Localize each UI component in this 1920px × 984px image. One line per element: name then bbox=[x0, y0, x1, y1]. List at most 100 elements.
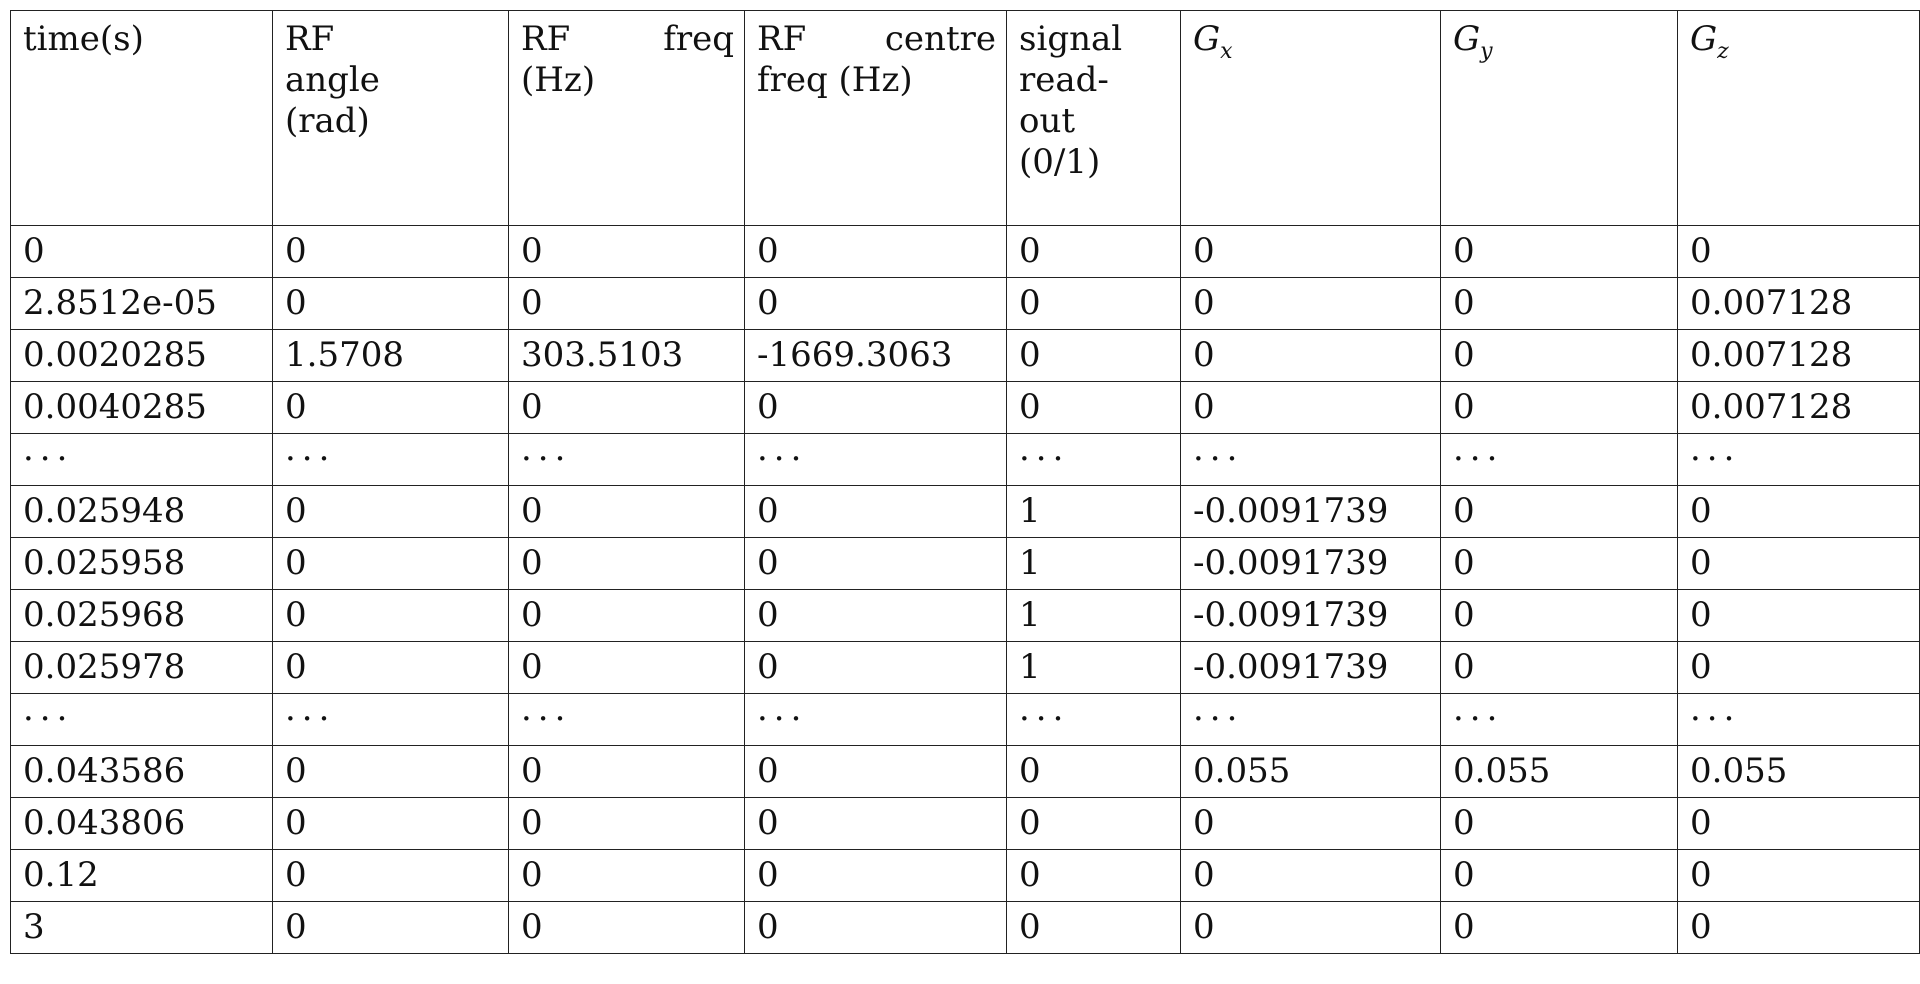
column-header-line: read- bbox=[1019, 60, 1109, 100]
table-cell: 1 bbox=[1006, 641, 1181, 694]
table-row: 0.025978 0 0 0 1 -0.0091739 0 0 bbox=[10, 641, 1920, 694]
table-cell: ··· bbox=[1006, 693, 1181, 746]
table-cell: 0 bbox=[272, 797, 509, 850]
column-header-line: RF bbox=[285, 19, 335, 59]
table-container: time(s) RF angle (rad) RF freq (Hz) RF centre fre… bbox=[10, 10, 1920, 954]
column-header-line: freq (Hz) bbox=[757, 60, 913, 100]
table-cell: 0 bbox=[272, 849, 509, 902]
table-cell: ··· bbox=[272, 433, 509, 486]
table-cell: 303.5103 bbox=[508, 329, 745, 382]
column-header-line: (0/1) bbox=[1019, 142, 1101, 182]
table-cell: 0 bbox=[272, 589, 509, 642]
table-cell: 0 bbox=[1440, 277, 1678, 330]
table-cell: 1.5708 bbox=[272, 329, 509, 382]
table-cell: 0 bbox=[744, 381, 1007, 434]
table-cell: 0 bbox=[1180, 225, 1441, 278]
table-cell: 1 bbox=[1006, 485, 1181, 538]
table-cell: 0 bbox=[272, 745, 509, 798]
header-row: time(s) RF angle (rad) RF freq (Hz) RF centre fre… bbox=[10, 10, 1920, 226]
column-header-math: Gx bbox=[1193, 19, 1233, 63]
table-row: 0.0040285 0 0 0 0 0 0 0.007128 bbox=[10, 381, 1920, 434]
table-cell: 0 bbox=[272, 485, 509, 538]
table-cell: -0.0091739 bbox=[1180, 641, 1441, 694]
table-cell: -0.0091739 bbox=[1180, 537, 1441, 590]
table-cell: 0 bbox=[508, 641, 745, 694]
gradient-axis: y bbox=[1480, 39, 1493, 64]
table-cell: 0 bbox=[1006, 381, 1181, 434]
table-row: 0.0020285 1.5708 303.5103 -1669.3063 0 0 0 0.00… bbox=[10, 329, 1920, 382]
table-row: ··· ··· ··· ··· ··· ··· ··· ··· bbox=[10, 693, 1920, 746]
table-cell: -0.0091739 bbox=[1180, 485, 1441, 538]
table-cell: 0 bbox=[1440, 901, 1678, 954]
column-header-math: Gy bbox=[1453, 19, 1493, 63]
table-row: 0.025948 0 0 0 1 -0.0091739 0 0 bbox=[10, 485, 1920, 538]
table-cell: 0 bbox=[744, 745, 1007, 798]
table-row: 0.043586 0 0 0 0 0.055 0.055 0.055 bbox=[10, 745, 1920, 798]
table-cell: ··· bbox=[508, 433, 745, 486]
table-cell: 0.025948 bbox=[10, 485, 273, 538]
table-cell: 0 bbox=[744, 277, 1007, 330]
table-cell: 0 bbox=[744, 901, 1007, 954]
table-cell: 3 bbox=[10, 901, 273, 954]
column-header: Gz bbox=[1677, 10, 1920, 226]
table-cell: 0 bbox=[508, 901, 745, 954]
table-cell: 0 bbox=[1440, 329, 1678, 382]
table-cell: 0.12 bbox=[10, 849, 273, 902]
gradient-symbol: G bbox=[1193, 19, 1221, 59]
table-cell: 0 bbox=[1180, 797, 1441, 850]
table-cell: ··· bbox=[1180, 693, 1441, 746]
gradient-axis: x bbox=[1220, 39, 1233, 64]
table-cell: 0.043806 bbox=[10, 797, 273, 850]
table-cell: 0 bbox=[1180, 329, 1441, 382]
table-cell: ··· bbox=[744, 693, 1007, 746]
table-cell: 0 bbox=[1440, 381, 1678, 434]
gradient-symbol: G bbox=[1453, 19, 1481, 59]
table-cell: 0 bbox=[1180, 901, 1441, 954]
table-cell: 0 bbox=[1677, 589, 1920, 642]
table-cell: ··· bbox=[744, 433, 1007, 486]
table-header: time(s) RF angle (rad) RF freq (Hz) RF centre fre… bbox=[10, 10, 1920, 226]
table-cell: 0.0020285 bbox=[10, 329, 273, 382]
table-cell: ··· bbox=[1677, 693, 1920, 746]
table-cell: 0 bbox=[1440, 797, 1678, 850]
table-cell: 0.007128 bbox=[1677, 381, 1920, 434]
table-cell: ··· bbox=[272, 693, 509, 746]
table-cell: 0 bbox=[1440, 589, 1678, 642]
table-cell: 0 bbox=[508, 537, 745, 590]
table-cell: 0 bbox=[508, 849, 745, 902]
table-cell: 0 bbox=[1180, 277, 1441, 330]
table-cell: 0 bbox=[1006, 745, 1181, 798]
table-cell: 1 bbox=[1006, 589, 1181, 642]
table-cell: 0 bbox=[10, 225, 273, 278]
gradient-axis: z bbox=[1717, 39, 1729, 64]
table-cell: 0 bbox=[272, 225, 509, 278]
column-header-line: RF centre bbox=[757, 19, 996, 59]
table-cell: 0.007128 bbox=[1677, 329, 1920, 382]
table-row: 2.8512e-05 0 0 0 0 0 0 0.007128 bbox=[10, 277, 1920, 330]
table-cell: 0 bbox=[744, 225, 1007, 278]
table-cell: 0.055 bbox=[1180, 745, 1441, 798]
table-cell: 0 bbox=[1677, 485, 1920, 538]
table-cell: ··· bbox=[10, 693, 273, 746]
table-cell: 0 bbox=[1440, 537, 1678, 590]
table-cell: 0.025958 bbox=[10, 537, 273, 590]
table-cell: 0 bbox=[1677, 901, 1920, 954]
table-cell: 0 bbox=[744, 485, 1007, 538]
column-header: Gy bbox=[1440, 10, 1678, 226]
gradient-symbol: G bbox=[1690, 19, 1718, 59]
table-cell: 0 bbox=[1006, 329, 1181, 382]
table-cell: 0 bbox=[508, 381, 745, 434]
table-cell: 2.8512e-05 bbox=[10, 277, 273, 330]
table-cell: 0 bbox=[744, 849, 1007, 902]
column-header-line: (rad) bbox=[285, 101, 370, 141]
table-cell: 0 bbox=[508, 589, 745, 642]
table-cell: 0 bbox=[1006, 849, 1181, 902]
sequence-table: time(s) RF angle (rad) RF freq (Hz) RF centre fre… bbox=[10, 10, 1920, 954]
table-cell: 0 bbox=[1677, 849, 1920, 902]
table-cell: ··· bbox=[1180, 433, 1441, 486]
table-cell: 0 bbox=[508, 797, 745, 850]
column-header-line: time(s) bbox=[23, 19, 144, 59]
table-cell: 0 bbox=[508, 745, 745, 798]
table-cell: 0 bbox=[744, 641, 1007, 694]
